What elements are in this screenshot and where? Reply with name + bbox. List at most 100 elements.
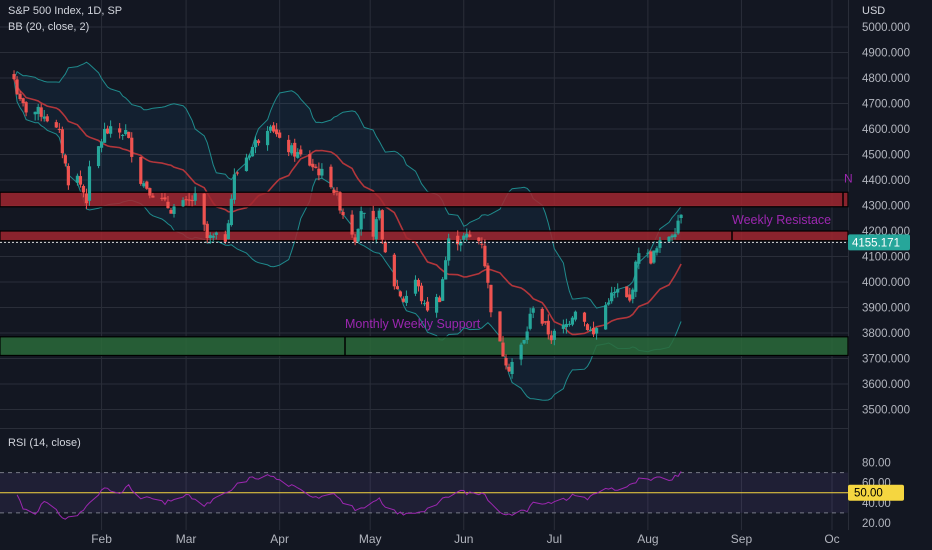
candle-body — [401, 298, 405, 302]
price-axis-label: 4700.000 — [862, 99, 910, 111]
rsi-axis-label: 20.00 — [862, 518, 891, 530]
candle-body — [673, 234, 677, 238]
price-axis-label: 4600.000 — [862, 124, 910, 136]
candle-body — [398, 291, 402, 297]
candle-body — [96, 146, 101, 167]
time-axis-label: Jul — [547, 532, 562, 546]
candle-body — [616, 289, 620, 293]
candle-body — [377, 210, 381, 219]
candle-body — [676, 220, 680, 234]
candle-body — [468, 234, 472, 237]
candle-body — [18, 93, 22, 100]
candle-body — [278, 132, 282, 138]
candle-body — [549, 335, 553, 341]
candle-body — [127, 131, 131, 138]
time-axis-label: Aug — [637, 532, 658, 546]
candle-body — [142, 183, 146, 187]
candle-body — [422, 303, 427, 305]
candle-body — [118, 128, 122, 133]
candle-body — [631, 289, 635, 299]
candle-body — [63, 155, 67, 164]
time-axis-label: Sep — [731, 532, 753, 546]
candle-body — [57, 128, 61, 130]
rsi-indicator-label[interactable]: RSI (14, close) — [8, 437, 81, 449]
price-axis-label: 3500.000 — [862, 405, 910, 417]
candle-body — [169, 209, 173, 214]
candle-body — [265, 130, 270, 146]
candle-body — [625, 286, 629, 298]
candle-body — [425, 301, 430, 311]
candle-body — [253, 139, 258, 148]
candle-body — [416, 279, 421, 287]
candle-body — [413, 279, 418, 294]
candle-body — [163, 197, 167, 200]
candle-body — [504, 358, 508, 366]
candle-body — [15, 79, 19, 95]
candle-body — [124, 129, 128, 135]
price-axis-label: 4800.000 — [862, 73, 910, 85]
candle-body — [121, 135, 125, 137]
candle-body — [202, 193, 206, 225]
candle-body — [190, 199, 194, 202]
candle-body — [582, 312, 587, 322]
support-zone-label: Monthly Weekly Support — [345, 317, 481, 331]
candle-body — [226, 223, 230, 240]
weekly-resistance-label: Weekly Resistace — [732, 213, 831, 227]
candle-body — [54, 122, 58, 128]
candle-body — [404, 295, 409, 303]
candle-body — [380, 210, 384, 240]
candle-body — [679, 214, 683, 219]
candle-body — [501, 342, 505, 357]
price-axis-label: 3800.000 — [862, 328, 910, 340]
price-axis-label: 3700.000 — [862, 354, 910, 366]
candle-body — [24, 102, 28, 113]
candle-body — [480, 243, 484, 245]
candle-body — [383, 242, 387, 253]
rsi-axis-label: 80.00 — [862, 458, 891, 470]
candle-body — [275, 129, 279, 135]
candle-body — [272, 125, 276, 132]
last-price-tag — [848, 234, 910, 251]
candle-body — [187, 199, 191, 201]
candle-body — [232, 174, 236, 200]
candle-body — [299, 149, 303, 155]
price-axis-border — [848, 0, 849, 530]
candle-body — [667, 236, 671, 242]
bb-indicator-label[interactable]: BB (20, close, 2) — [8, 21, 90, 33]
candle-body — [395, 286, 399, 290]
price-axis-label: 4100.000 — [862, 252, 910, 264]
candle-body — [308, 154, 312, 166]
candle-body — [12, 74, 16, 80]
price-axis-label: 3900.000 — [862, 303, 910, 315]
candle-body — [229, 198, 233, 226]
rsi-axis-label: 40.00 — [862, 498, 891, 510]
candle-body — [435, 296, 439, 313]
candle-body — [102, 129, 107, 143]
candle-body — [42, 116, 46, 119]
candle-body — [483, 245, 487, 267]
rsi-mid-tag — [848, 484, 904, 501]
candle-body — [151, 195, 155, 198]
candle-body — [296, 152, 300, 158]
candle-body — [573, 311, 578, 320]
candle-body — [447, 238, 451, 261]
candle-body — [99, 141, 104, 148]
candle-body — [613, 291, 617, 293]
price-axis-label: 4900.000 — [862, 48, 910, 60]
candle-body — [510, 361, 514, 375]
candle-body — [546, 320, 550, 335]
candle-body — [419, 285, 424, 302]
candle-body — [607, 302, 611, 305]
candle-body — [235, 172, 239, 174]
candle-body — [36, 106, 40, 114]
candle-body — [570, 317, 575, 325]
candle-body — [148, 188, 152, 196]
candle-body — [465, 233, 469, 238]
candle-body — [531, 308, 535, 313]
candle-body — [444, 260, 448, 280]
candle-body — [60, 129, 64, 154]
candle-body — [66, 166, 70, 186]
candle-body — [528, 313, 532, 329]
